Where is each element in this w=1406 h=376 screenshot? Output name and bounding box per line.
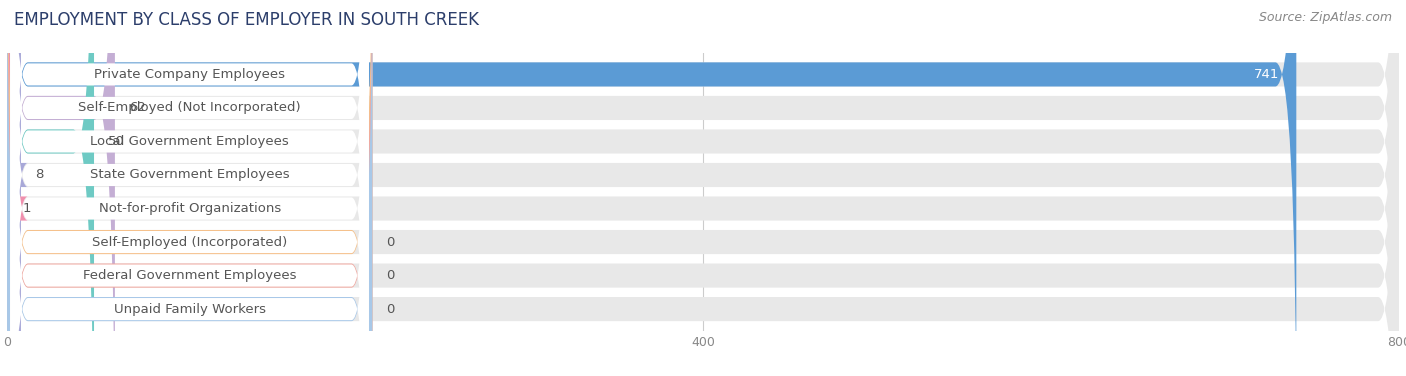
FancyBboxPatch shape — [7, 0, 1399, 376]
Text: 0: 0 — [387, 269, 395, 282]
FancyBboxPatch shape — [7, 0, 373, 376]
FancyBboxPatch shape — [7, 0, 115, 376]
Text: 1: 1 — [22, 202, 31, 215]
FancyBboxPatch shape — [10, 0, 368, 376]
Text: Self-Employed (Not Incorporated): Self-Employed (Not Incorporated) — [79, 102, 301, 114]
FancyBboxPatch shape — [7, 0, 1296, 376]
Text: Local Government Employees: Local Government Employees — [90, 135, 290, 148]
FancyBboxPatch shape — [10, 0, 368, 376]
FancyBboxPatch shape — [7, 0, 1399, 376]
FancyBboxPatch shape — [7, 0, 1399, 376]
FancyBboxPatch shape — [10, 0, 368, 376]
Text: 62: 62 — [129, 102, 146, 114]
FancyBboxPatch shape — [7, 0, 94, 376]
Text: Self-Employed (Incorporated): Self-Employed (Incorporated) — [93, 235, 287, 249]
FancyBboxPatch shape — [10, 0, 368, 376]
Text: Source: ZipAtlas.com: Source: ZipAtlas.com — [1258, 11, 1392, 24]
FancyBboxPatch shape — [10, 0, 368, 376]
FancyBboxPatch shape — [7, 0, 1399, 376]
Text: 8: 8 — [35, 168, 44, 182]
FancyBboxPatch shape — [7, 0, 1399, 376]
Text: State Government Employees: State Government Employees — [90, 168, 290, 182]
Text: Unpaid Family Workers: Unpaid Family Workers — [114, 303, 266, 315]
FancyBboxPatch shape — [7, 0, 1399, 376]
FancyBboxPatch shape — [7, 0, 1399, 376]
FancyBboxPatch shape — [10, 0, 368, 376]
Text: 0: 0 — [387, 235, 395, 249]
FancyBboxPatch shape — [0, 0, 28, 376]
FancyBboxPatch shape — [7, 0, 1399, 376]
Text: 741: 741 — [1254, 68, 1279, 81]
Text: 50: 50 — [108, 135, 125, 148]
Text: 0: 0 — [387, 303, 395, 315]
Text: Federal Government Employees: Federal Government Employees — [83, 269, 297, 282]
FancyBboxPatch shape — [10, 0, 368, 376]
Text: Not-for-profit Organizations: Not-for-profit Organizations — [98, 202, 281, 215]
Text: Private Company Employees: Private Company Employees — [94, 68, 285, 81]
FancyBboxPatch shape — [10, 0, 368, 376]
FancyBboxPatch shape — [7, 0, 373, 376]
FancyBboxPatch shape — [0, 0, 28, 376]
FancyBboxPatch shape — [7, 0, 373, 376]
Text: EMPLOYMENT BY CLASS OF EMPLOYER IN SOUTH CREEK: EMPLOYMENT BY CLASS OF EMPLOYER IN SOUTH… — [14, 11, 479, 29]
